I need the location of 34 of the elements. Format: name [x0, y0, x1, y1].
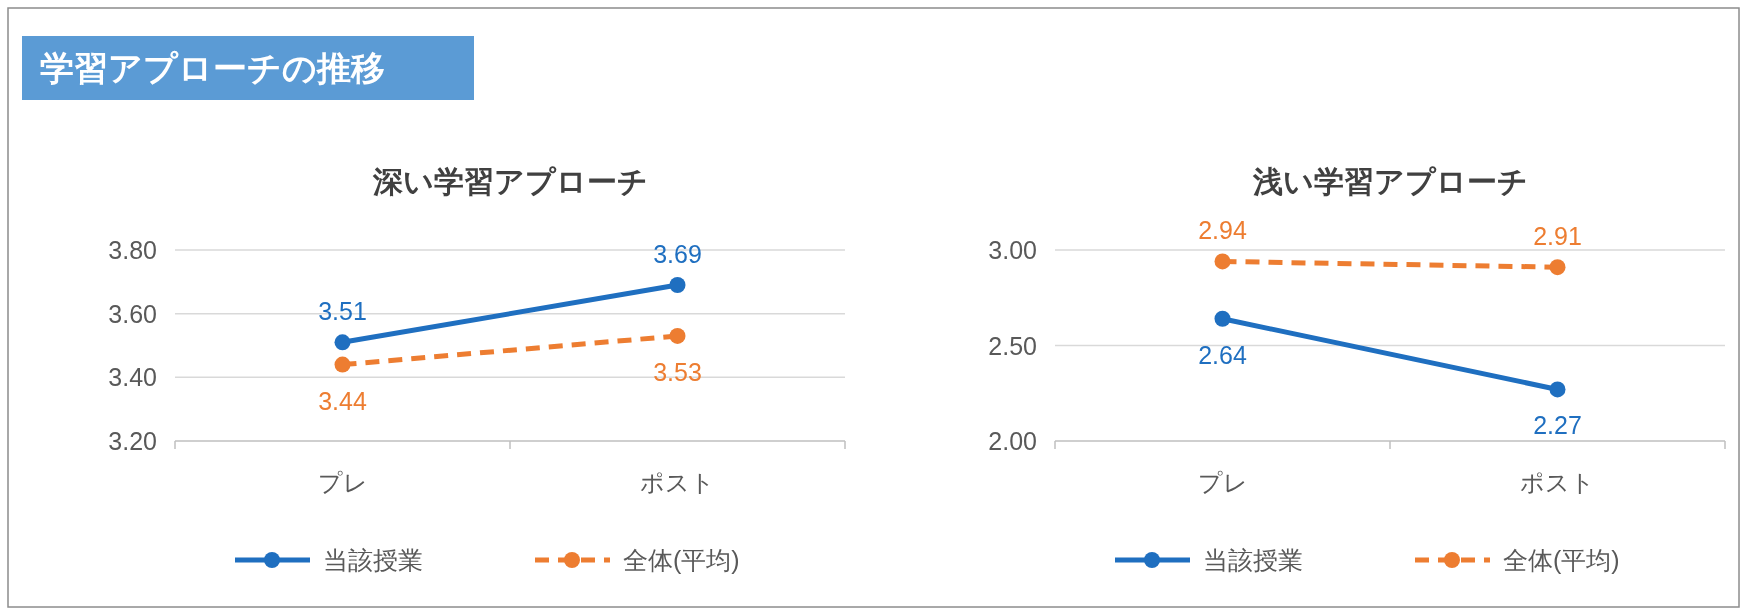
y-tick-label: 3.80 [108, 236, 157, 264]
data-label: 3.44 [318, 386, 367, 415]
data-label: 2.94 [1198, 216, 1247, 245]
x-tick-label: プレ [1197, 469, 1248, 496]
data-label: 3.51 [318, 297, 367, 326]
point [1214, 253, 1231, 270]
point [1214, 310, 1231, 327]
data-label: 2.64 [1198, 340, 1247, 369]
y-tick-label: 3.60 [108, 299, 157, 328]
point [669, 277, 686, 294]
point [1549, 381, 1566, 398]
chart-title: 深い学習アプローチ [371, 165, 648, 198]
legend-label: 全体(平均) [1503, 546, 1620, 574]
data-label: 3.53 [653, 357, 702, 386]
point [334, 334, 351, 351]
legend-label: 当該授業 [1203, 546, 1303, 574]
x-tick-label: プレ [317, 469, 368, 496]
data-label: 3.69 [653, 240, 702, 269]
chart-title: 浅い学習アプローチ [1251, 165, 1528, 198]
legend-label: 当該授業 [323, 546, 423, 574]
y-tick-label: 3.00 [988, 236, 1037, 264]
point [669, 327, 686, 344]
y-tick-label: 3.20 [108, 427, 157, 455]
y-tick-label: 2.00 [988, 427, 1037, 455]
text: 学習アプローチの推移 [40, 49, 385, 87]
x-tick-label: ポスト [640, 469, 715, 496]
legend-label: 全体(平均) [623, 546, 740, 574]
y-tick-label: 2.50 [988, 331, 1037, 360]
x-tick-label: ポスト [1520, 469, 1595, 496]
y-tick-label: 3.40 [108, 363, 157, 392]
point [1549, 259, 1566, 276]
data-label: 2.27 [1533, 411, 1582, 440]
point [334, 356, 351, 373]
data-label: 2.91 [1533, 222, 1582, 251]
